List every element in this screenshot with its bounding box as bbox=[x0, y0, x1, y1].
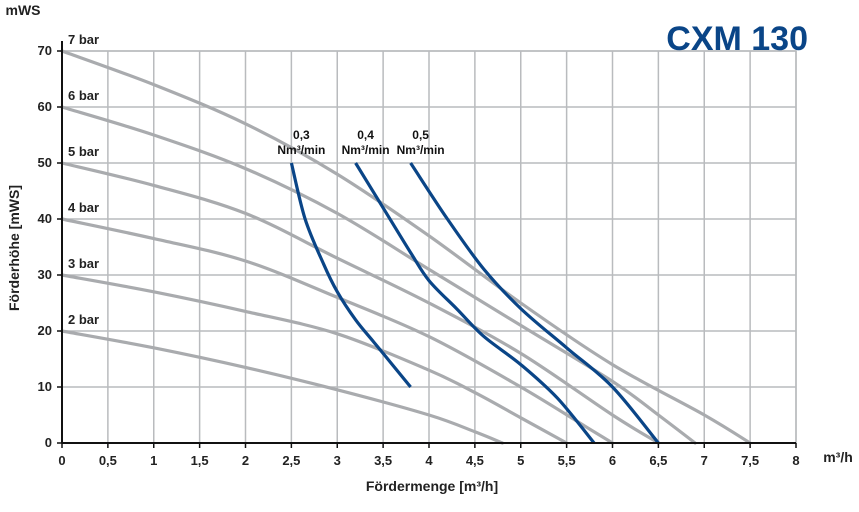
y-tick-label: 50 bbox=[38, 155, 52, 170]
pressure-label: 3 bar bbox=[68, 256, 99, 271]
pressure-curve bbox=[60, 161, 660, 445]
pressure-curve bbox=[60, 105, 697, 445]
x-tick-label: 5,5 bbox=[558, 453, 576, 468]
x-axis-title: Fördermenge [m³/h] bbox=[366, 478, 498, 494]
y-tick-label: 30 bbox=[38, 267, 52, 282]
x-tick-label: 2 bbox=[242, 453, 249, 468]
x-tick-label: 3,5 bbox=[374, 453, 392, 468]
pressure-curve bbox=[60, 217, 615, 445]
pressure-label: 7 bar bbox=[68, 32, 99, 47]
pressure-curves bbox=[60, 49, 752, 445]
air-label-value: 0,5 bbox=[412, 128, 429, 142]
y-axis-title: Förderhöhe [mWS] bbox=[6, 185, 22, 311]
x-tick-label: 0 bbox=[58, 453, 65, 468]
air-label-unit: Nm³/min bbox=[342, 143, 390, 157]
x-tick-label: 7 bbox=[701, 453, 708, 468]
x-tick-label: 6,5 bbox=[649, 453, 667, 468]
y-tick-label: 0 bbox=[45, 435, 52, 450]
air-label-unit: Nm³/min bbox=[397, 143, 445, 157]
y-tick-label: 70 bbox=[38, 43, 52, 58]
pressure-curve bbox=[60, 49, 752, 445]
grid bbox=[61, 50, 797, 444]
chart-title: CXM 130 bbox=[666, 20, 808, 58]
x-tick-label: 6 bbox=[609, 453, 616, 468]
air-label-value: 0,3 bbox=[293, 128, 310, 142]
y-tick-label: 10 bbox=[38, 379, 52, 394]
air-consumption-curves bbox=[289, 162, 660, 445]
air-curve bbox=[354, 162, 596, 445]
x-tick-label: 4,5 bbox=[466, 453, 484, 468]
pressure-label: 6 bar bbox=[68, 88, 99, 103]
air-label-value: 0,4 bbox=[357, 128, 374, 142]
x-tick-label: 4 bbox=[425, 453, 433, 468]
y-tick-label: 40 bbox=[38, 211, 52, 226]
y-unit-label: mWS bbox=[6, 2, 41, 18]
x-unit-label: m³/h bbox=[823, 449, 853, 465]
pressure-curve bbox=[60, 329, 504, 445]
pressure-label: 5 bar bbox=[68, 144, 99, 159]
x-tick-label: 3 bbox=[334, 453, 341, 468]
pressure-label: 2 bar bbox=[68, 312, 99, 327]
air-curve bbox=[409, 162, 660, 445]
x-tick-label: 7,5 bbox=[741, 453, 759, 468]
x-tick-label: 0,5 bbox=[99, 453, 117, 468]
y-tick-label: 60 bbox=[38, 99, 52, 114]
y-tick-label: 20 bbox=[38, 323, 52, 338]
x-tick-label: 2,5 bbox=[282, 453, 300, 468]
air-label-unit: Nm³/min bbox=[277, 143, 325, 157]
pressure-curve bbox=[60, 273, 569, 445]
pressure-label: 4 bar bbox=[68, 200, 99, 215]
x-tick-label: 8 bbox=[792, 453, 799, 468]
x-tick-label: 5 bbox=[517, 453, 524, 468]
x-tick-label: 1,5 bbox=[191, 453, 209, 468]
axes: 0 0,5 1 1,5 2 2,5 3 3,5 4 4,5 5 5,5 6 6,5 7 7,5 8 0 10 20 30… bbox=[38, 41, 800, 468]
air-curve bbox=[289, 162, 412, 389]
x-tick-label: 1 bbox=[150, 453, 157, 468]
